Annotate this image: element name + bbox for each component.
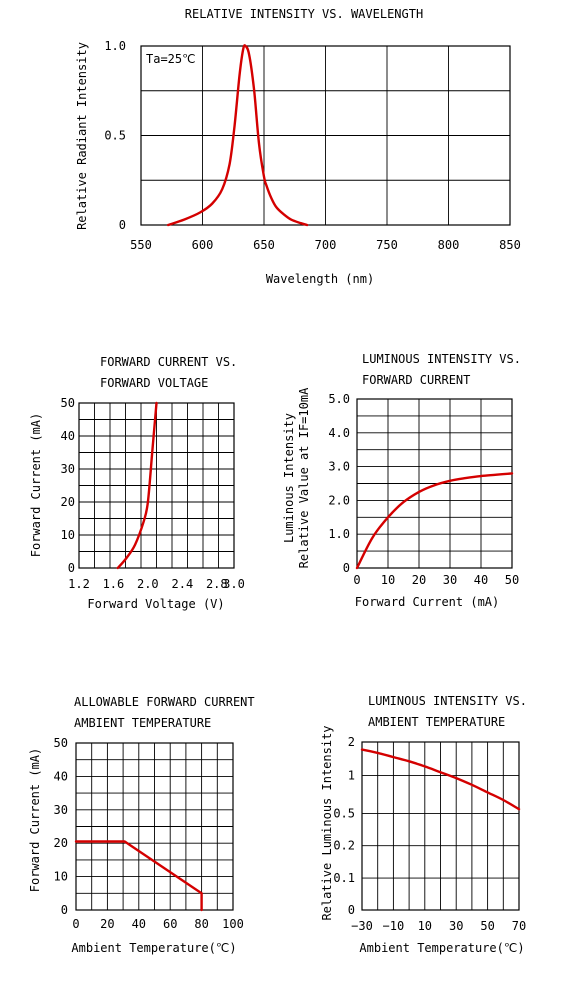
- y-tick-label: 0.5: [104, 129, 126, 143]
- x-tick-label: 50: [480, 919, 494, 933]
- x-tick-label: 850: [499, 238, 521, 252]
- chart-title: LUMINOUS INTENSITY VS.: [368, 694, 527, 708]
- y-tick-label: 1.0: [328, 527, 350, 541]
- plot-frame: [140, 45, 511, 226]
- series-line: [355, 472, 514, 570]
- chart-5: LUMINOUS INTENSITY VS. AMBIENT TEMPERATUR…: [320, 694, 527, 955]
- y-axis-label: Relative Luminous Intensity: [320, 725, 334, 920]
- chart-title: FORWARD VOLTAGE: [100, 376, 208, 390]
- gridlines: [79, 403, 234, 568]
- y-tick-label: 2.0: [328, 493, 350, 507]
- plot-frame: [356, 398, 513, 569]
- gridlines: [357, 399, 512, 568]
- x-tick-label: 20: [100, 917, 114, 931]
- y-tick-label: 0.1: [333, 871, 355, 885]
- x-tick-label: 60: [163, 917, 177, 931]
- x-tick-label: 700: [315, 238, 337, 252]
- y-axis-label: Forward Current (mA): [28, 748, 42, 893]
- y-tick-label: 0.2: [333, 839, 355, 853]
- y-tick-label: 1.0: [104, 39, 126, 53]
- x-axis-label: Forward Current (mA): [355, 595, 500, 609]
- x-tick-label: 600: [192, 238, 214, 252]
- chart-title: RELATIVE INTENSITY VS. WAVELENGTH: [185, 7, 423, 21]
- gridlines: [141, 46, 510, 225]
- y-tick-label: 3.0: [328, 460, 350, 474]
- x-tick-label: 50: [505, 573, 519, 587]
- chart-title: FORWARD CURRENT: [362, 373, 470, 387]
- x-tick-label: 10: [381, 573, 395, 587]
- chart-title: LUMINOUS INTENSITY VS.: [362, 352, 521, 366]
- y-tick-label: 0: [61, 903, 68, 917]
- series-line: [360, 748, 521, 811]
- x-tick-label: −30: [351, 919, 373, 933]
- x-tick-label: 40: [132, 917, 146, 931]
- gridlines: [76, 743, 233, 910]
- plot-frame: [361, 741, 520, 911]
- x-tick-label: 0: [72, 917, 79, 931]
- series-line: [166, 44, 309, 227]
- y-tick-label: 40: [54, 769, 68, 783]
- y-tick-label: 1: [348, 769, 355, 783]
- x-tick-label: 20: [412, 573, 426, 587]
- y-tick-label: 0: [119, 218, 126, 232]
- chart-title: AMBIENT TEMPERATURE: [368, 715, 505, 729]
- x-tick-label: 2.8: [206, 577, 228, 591]
- x-axis-label: Forward Voltage (V): [87, 597, 224, 611]
- y-tick-label: 0: [68, 561, 75, 575]
- y-axis-label: Luminous Intensity: [282, 413, 296, 543]
- x-tick-label: 550: [130, 238, 152, 252]
- chart-annotation: Ta=25℃: [146, 52, 196, 66]
- y-tick-label: 0: [343, 561, 350, 575]
- x-tick-label: 3.0: [223, 577, 245, 591]
- x-tick-label: 100: [222, 917, 244, 931]
- x-tick-label: 1.2: [68, 577, 90, 591]
- gridlines: [362, 742, 519, 910]
- x-tick-label: 750: [376, 238, 398, 252]
- y-tick-label: 20: [61, 495, 75, 509]
- chart-title: FORWARD CURRENT VS.: [100, 355, 237, 369]
- y-tick-label: 50: [54, 736, 68, 750]
- chart-2: FORWARD CURRENT VS. FORWARD VOLTAGE 0 10 20 3…: [29, 355, 245, 611]
- chart-4: ALLOWABLE FORWARD CURRENT AMBIENT TEMPERA…: [28, 695, 255, 955]
- x-tick-label: 40: [474, 573, 488, 587]
- y-axis-label: Forward Current (mA): [29, 413, 43, 558]
- x-tick-label: 800: [438, 238, 460, 252]
- x-axis-label: Ambient Temperature(℃): [71, 941, 236, 955]
- chart-title: AMBIENT TEMPERATURE: [74, 716, 211, 730]
- y-tick-label: 30: [54, 803, 68, 817]
- y-tick-label: 20: [54, 836, 68, 850]
- y-tick-label: 30: [61, 462, 75, 476]
- series-line: [74, 840, 203, 912]
- y-tick-label: 4.0: [328, 426, 350, 440]
- y-tick-label: 50: [61, 396, 75, 410]
- series-line: [116, 401, 158, 570]
- x-tick-label: 650: [253, 238, 275, 252]
- y-tick-label: 0.5: [333, 806, 355, 820]
- x-tick-label: 10: [418, 919, 432, 933]
- y-tick-label: 5.0: [328, 392, 350, 406]
- x-tick-label: 2.0: [137, 577, 159, 591]
- y-tick-label: 10: [54, 870, 68, 884]
- x-tick-label: 2.4: [172, 577, 194, 591]
- y-tick-label: 40: [61, 429, 75, 443]
- x-tick-label: 30: [449, 919, 463, 933]
- y-axis-label: Relative Radiant Intensity: [75, 42, 89, 230]
- x-tick-label: 1.6: [103, 577, 125, 591]
- x-tick-label: 0: [353, 573, 360, 587]
- chart-3: LUMINOUS INTENSITY VS. FORWARD CURRENT 0 1.…: [282, 352, 521, 609]
- x-tick-label: 30: [443, 573, 457, 587]
- y-tick-label: 10: [61, 528, 75, 542]
- x-axis-label: Ambient Temperature(℃): [359, 941, 524, 955]
- x-tick-label: 80: [194, 917, 208, 931]
- y-tick-label: 2: [348, 735, 355, 749]
- x-tick-label: 70: [512, 919, 526, 933]
- chart-1: RELATIVE INTENSITY VS. WAVELENGTH 0 0.5 1.0…: [75, 7, 521, 286]
- chart-title: ALLOWABLE FORWARD CURRENT: [74, 695, 255, 709]
- plot-frame: [75, 742, 234, 911]
- x-axis-label: Wavelength (nm): [266, 272, 374, 286]
- y-axis-label: Relative Value at IF=10mA: [297, 387, 311, 568]
- y-tick-label: 0: [348, 903, 355, 917]
- x-tick-label: −10: [383, 919, 405, 933]
